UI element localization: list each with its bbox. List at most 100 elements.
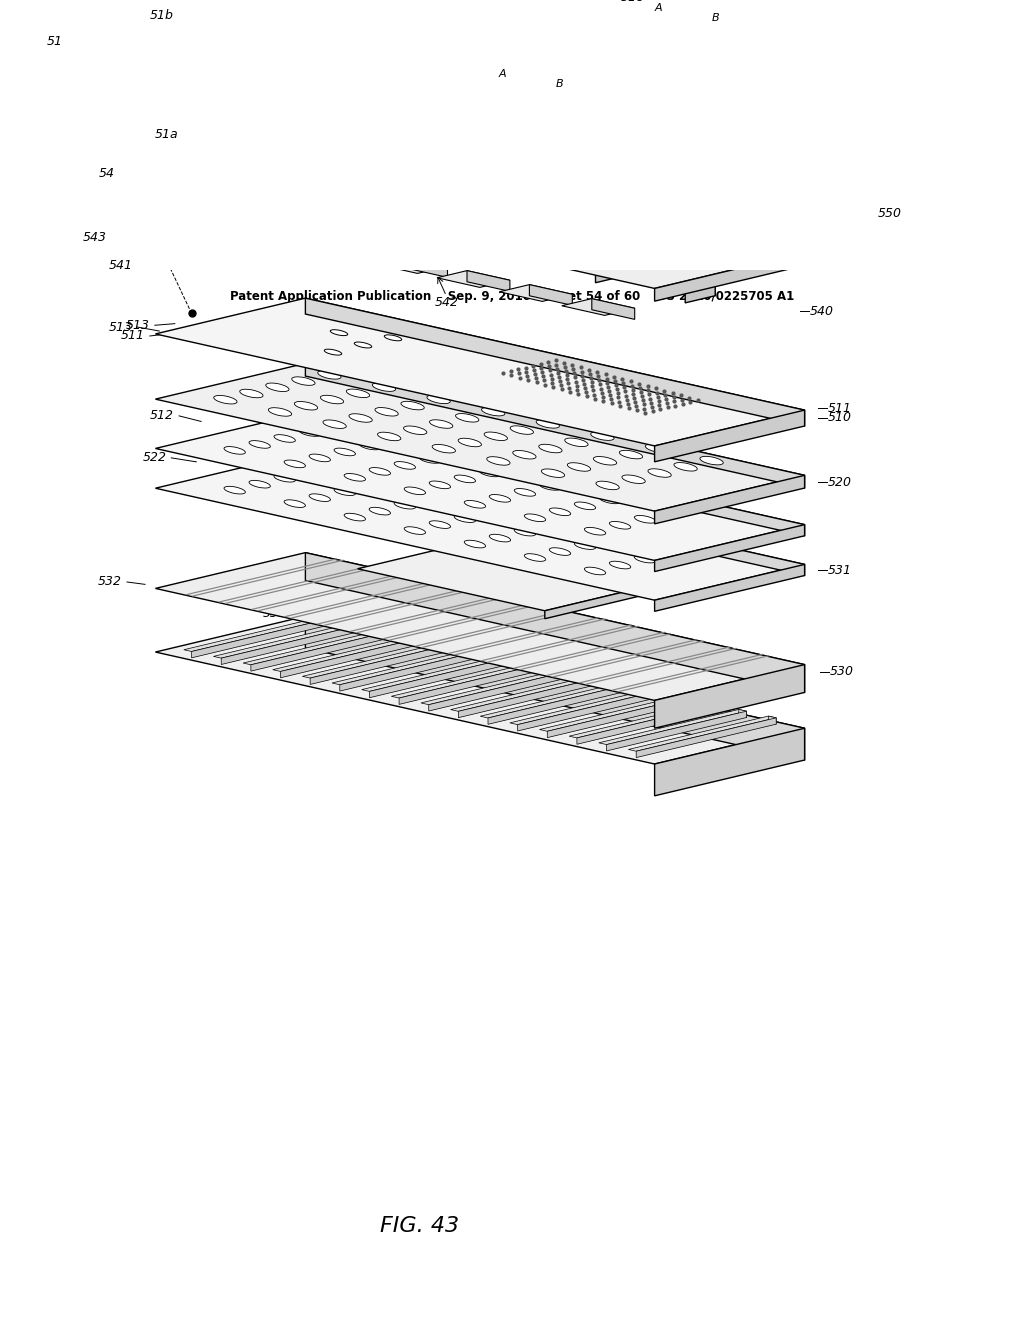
Polygon shape bbox=[529, 285, 572, 305]
Polygon shape bbox=[332, 649, 480, 685]
Ellipse shape bbox=[585, 568, 606, 574]
Ellipse shape bbox=[268, 408, 292, 416]
Ellipse shape bbox=[514, 488, 536, 496]
Polygon shape bbox=[502, 656, 510, 664]
Polygon shape bbox=[375, 256, 447, 273]
Ellipse shape bbox=[324, 462, 345, 470]
Polygon shape bbox=[727, 207, 857, 248]
Polygon shape bbox=[391, 209, 446, 235]
Polygon shape bbox=[451, 676, 598, 711]
Polygon shape bbox=[136, 21, 450, 92]
Polygon shape bbox=[213, 623, 361, 659]
Polygon shape bbox=[531, 663, 539, 671]
Ellipse shape bbox=[349, 413, 373, 422]
Ellipse shape bbox=[540, 523, 560, 529]
Polygon shape bbox=[305, 616, 805, 760]
Ellipse shape bbox=[537, 420, 559, 428]
Polygon shape bbox=[481, 228, 536, 256]
Ellipse shape bbox=[659, 549, 681, 557]
Polygon shape bbox=[353, 623, 361, 631]
Polygon shape bbox=[429, 672, 568, 711]
Ellipse shape bbox=[549, 508, 570, 516]
Ellipse shape bbox=[484, 432, 508, 441]
Ellipse shape bbox=[456, 413, 479, 422]
Ellipse shape bbox=[401, 401, 424, 409]
Ellipse shape bbox=[331, 330, 348, 335]
Ellipse shape bbox=[346, 389, 370, 397]
Ellipse shape bbox=[224, 446, 246, 454]
Polygon shape bbox=[272, 636, 421, 672]
Polygon shape bbox=[399, 665, 539, 705]
Polygon shape bbox=[221, 624, 361, 664]
Text: 51c: 51c bbox=[621, 0, 644, 4]
Polygon shape bbox=[472, 649, 480, 657]
Polygon shape bbox=[305, 230, 368, 255]
Polygon shape bbox=[654, 729, 805, 796]
Ellipse shape bbox=[429, 420, 453, 428]
Polygon shape bbox=[599, 709, 746, 744]
Text: 510: 510 bbox=[827, 412, 852, 424]
Ellipse shape bbox=[284, 461, 305, 467]
Text: 532: 532 bbox=[98, 576, 122, 589]
Ellipse shape bbox=[266, 383, 289, 392]
Ellipse shape bbox=[540, 483, 560, 490]
Ellipse shape bbox=[609, 521, 631, 529]
Text: 51: 51 bbox=[46, 34, 62, 48]
Text: 521: 521 bbox=[273, 407, 298, 420]
Ellipse shape bbox=[419, 495, 440, 503]
Ellipse shape bbox=[427, 395, 451, 404]
Text: 511: 511 bbox=[827, 401, 852, 414]
Polygon shape bbox=[295, 81, 857, 216]
Polygon shape bbox=[650, 689, 657, 697]
Text: 550: 550 bbox=[878, 207, 901, 220]
Text: 512: 512 bbox=[151, 409, 174, 422]
Polygon shape bbox=[156, 553, 805, 701]
Polygon shape bbox=[738, 709, 746, 718]
Polygon shape bbox=[606, 711, 746, 751]
Text: 513: 513 bbox=[126, 318, 150, 331]
Ellipse shape bbox=[648, 469, 672, 478]
Polygon shape bbox=[156, 363, 805, 511]
Ellipse shape bbox=[317, 371, 341, 379]
Polygon shape bbox=[510, 689, 657, 725]
Text: A: A bbox=[654, 3, 663, 13]
Ellipse shape bbox=[309, 494, 331, 502]
Ellipse shape bbox=[684, 544, 706, 550]
Ellipse shape bbox=[299, 429, 321, 437]
Polygon shape bbox=[340, 0, 543, 49]
Polygon shape bbox=[506, 242, 536, 263]
Ellipse shape bbox=[625, 529, 646, 537]
Polygon shape bbox=[495, 0, 590, 30]
Polygon shape bbox=[631, 269, 715, 289]
Ellipse shape bbox=[404, 487, 426, 495]
Ellipse shape bbox=[464, 500, 485, 508]
Polygon shape bbox=[310, 644, 451, 685]
Polygon shape bbox=[654, 664, 805, 729]
Polygon shape bbox=[156, 413, 805, 561]
Text: 51b: 51b bbox=[151, 9, 174, 22]
Polygon shape bbox=[305, 141, 805, 265]
Polygon shape bbox=[660, 269, 715, 296]
Polygon shape bbox=[251, 631, 391, 671]
Polygon shape bbox=[243, 630, 391, 665]
Polygon shape bbox=[449, 41, 543, 71]
Ellipse shape bbox=[599, 496, 621, 504]
Polygon shape bbox=[156, 453, 805, 601]
Polygon shape bbox=[404, 256, 447, 277]
Ellipse shape bbox=[513, 450, 536, 459]
Ellipse shape bbox=[599, 536, 621, 544]
Ellipse shape bbox=[489, 535, 511, 543]
Polygon shape bbox=[540, 696, 687, 731]
Ellipse shape bbox=[274, 434, 295, 442]
Ellipse shape bbox=[479, 510, 501, 516]
Polygon shape bbox=[561, 669, 568, 677]
Ellipse shape bbox=[596, 482, 620, 490]
Polygon shape bbox=[636, 718, 776, 758]
Polygon shape bbox=[416, 220, 446, 243]
Polygon shape bbox=[302, 643, 451, 678]
Text: 54: 54 bbox=[98, 166, 115, 180]
Ellipse shape bbox=[378, 432, 400, 441]
Polygon shape bbox=[387, 0, 590, 8]
Ellipse shape bbox=[394, 502, 416, 510]
Polygon shape bbox=[592, 298, 635, 319]
